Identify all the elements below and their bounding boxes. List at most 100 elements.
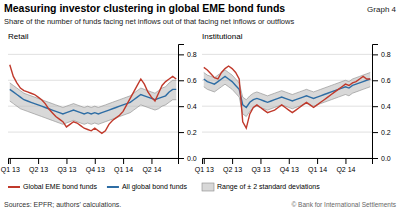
- tick-mark: [372, 80, 378, 81]
- tick-label: 0.6: [187, 77, 197, 84]
- y-tick: 0.4: [178, 103, 197, 110]
- tick-label: Q2 13: [29, 166, 48, 174]
- tick-label: Q2 14: [336, 166, 355, 174]
- tick-label: Q3 13: [57, 166, 76, 174]
- y-tick: 0.2: [372, 129, 391, 136]
- y-tick: 0.6: [178, 77, 197, 84]
- copyright-note: © Bank for International Settlements: [291, 201, 396, 208]
- axis-line: [373, 45, 379, 159]
- tick-label: 0.0: [187, 155, 197, 162]
- tick-label: Q4 13: [86, 166, 105, 174]
- panel: Q1 13Q2 13Q3 13Q4 13Q1 14Q2 140.00.20.40…: [195, 32, 391, 174]
- tick-mark: [151, 158, 152, 164]
- grid-line: [202, 54, 372, 55]
- x-tick: Q1 13: [1, 158, 20, 174]
- tick-label: 0.4: [187, 103, 197, 110]
- axis-line: [9, 159, 179, 165]
- grid-line: [8, 80, 178, 81]
- source-note: Sources: EPFR; authors' calculations.: [4, 201, 121, 208]
- axis-line: [179, 45, 185, 159]
- y-tick: 0.2: [178, 129, 197, 136]
- tick-label: Q1 13: [1, 166, 20, 174]
- tick-mark: [317, 158, 318, 164]
- tick-mark: [66, 158, 67, 164]
- subtitle: Share of the number of funds facing net …: [4, 17, 294, 26]
- tick-label: 0.0: [381, 155, 391, 162]
- y-tick: 0.6: [372, 77, 391, 84]
- grid-line: [8, 132, 178, 133]
- x-tick: Q1 14: [308, 158, 327, 174]
- y-tick: 0.0: [372, 155, 391, 162]
- tick-mark: [178, 132, 184, 133]
- tick-mark: [38, 158, 39, 164]
- legend-label: Range of ± 2 standard deviations: [217, 183, 320, 191]
- tick-mark: [204, 158, 205, 164]
- x-tick: Q2 13: [223, 158, 242, 174]
- y-tick: 0.8: [178, 51, 197, 58]
- tick-label: 0.6: [381, 77, 391, 84]
- band-area: [10, 80, 176, 124]
- tick-mark: [260, 158, 261, 164]
- tick-label: Q1 14: [114, 166, 133, 174]
- legend-label: All global bond funds: [122, 183, 187, 191]
- series-line: [204, 66, 370, 128]
- x-axis: Q1 13 Q2 13 Q3 13 Q4 13 Q1 14 Q2 14: [195, 158, 373, 174]
- legend-swatch: [107, 186, 119, 188]
- y-tick: 0.4: [372, 103, 391, 110]
- tick-mark: [178, 158, 184, 159]
- grid-line: [8, 54, 178, 55]
- y-tick: 0.8: [372, 51, 391, 58]
- x-tick: Q3 13: [57, 158, 76, 174]
- tick-label: Q1 14: [308, 166, 327, 174]
- title: Measuring investor clustering in global …: [4, 2, 285, 14]
- chart-root: Measuring investor clustering in global …: [0, 0, 400, 214]
- tick-mark: [372, 54, 378, 55]
- y-axis: 0.0 0.2 0.4 0.6 0.8: [178, 45, 197, 162]
- series-line: [10, 65, 176, 134]
- tick-mark: [178, 106, 184, 107]
- tick-label: 0.2: [381, 129, 391, 136]
- legend-item: Global EME bond funds: [8, 183, 97, 190]
- tick-label: 0.4: [381, 103, 391, 110]
- x-tick: Q2 14: [142, 158, 161, 174]
- x-tick: Q3 13: [251, 158, 270, 174]
- tick-mark: [95, 158, 96, 164]
- tick-mark: [232, 158, 233, 164]
- legend-swatch: [202, 183, 214, 191]
- x-tick: Q1 14: [114, 158, 133, 174]
- panel-title: Retail: [8, 32, 29, 41]
- tick-mark: [372, 132, 378, 133]
- tick-mark: [372, 106, 378, 107]
- tick-mark: [372, 158, 378, 159]
- tick-label: Q1 13: [195, 166, 214, 174]
- tick-label: Q2 14: [142, 166, 161, 174]
- panel: Q1 13Q2 13Q3 13Q4 13Q1 14Q2 140.00.20.40…: [1, 32, 197, 174]
- x-tick: Q2 14: [336, 158, 355, 174]
- y-axis: 0.0 0.2 0.4 0.6 0.8: [372, 45, 391, 162]
- panel-title: Institutional: [202, 32, 243, 41]
- tick-mark: [178, 80, 184, 81]
- tick-mark: [178, 54, 184, 55]
- tick-label: 0.2: [187, 129, 197, 136]
- tick-label: Q3 13: [251, 166, 270, 174]
- x-tick: Q2 13: [29, 158, 48, 174]
- tick-label: Q2 13: [223, 166, 242, 174]
- series-line: [204, 76, 370, 107]
- tick-mark: [10, 158, 11, 164]
- tick-mark: [289, 158, 290, 164]
- legend-swatch: [8, 186, 20, 188]
- legend-label: Global EME bond funds: [23, 183, 97, 190]
- axis-line: [203, 159, 373, 165]
- x-tick: Q4 13: [280, 158, 299, 174]
- legend-item: Range of ± 2 standard deviations: [202, 183, 320, 191]
- y-tick: 0.0: [178, 155, 197, 162]
- x-tick: Q4 13: [86, 158, 105, 174]
- legend-item: All global bond funds: [107, 183, 187, 191]
- plot-area: [10, 65, 176, 134]
- x-tick: Q1 13: [195, 158, 214, 174]
- tick-mark: [345, 158, 346, 164]
- x-axis: Q1 13 Q2 13 Q3 13 Q4 13 Q1 14 Q2 14: [1, 158, 179, 174]
- tick-label: Q4 13: [280, 166, 299, 174]
- grid-line: [202, 132, 372, 133]
- tick-label: 0.8: [381, 51, 391, 58]
